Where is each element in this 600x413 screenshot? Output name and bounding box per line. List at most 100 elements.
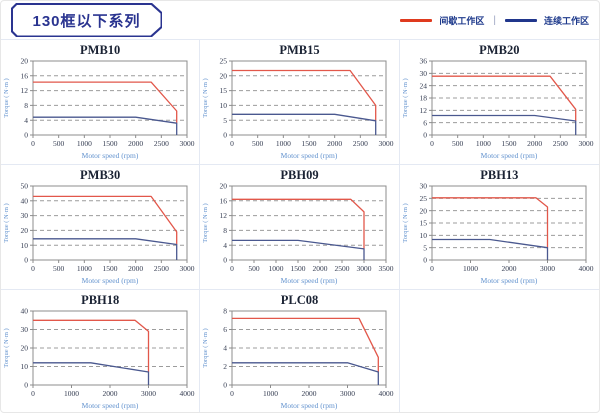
empty-cell [400,290,599,412]
chart-title: PBH09 [280,168,319,182]
y-tick-label: 16 [21,71,29,80]
chart-plot: 0 6 12 18 24 30 36 0 500 1000 1500 2000 2500 3000 Moto… [402,57,594,160]
y-tick-label: 8 [24,101,28,110]
chart-title: PBH13 [480,168,519,182]
gridlines [33,75,188,121]
x-tick-label: 500 [452,139,464,148]
axis-ticks: 0 4 8 12 16 20 0 500 1000 1500 2000 2500 3000 3500 [220,182,394,273]
y-tick-label: 20 [220,182,228,191]
x-tick-label: 3000 [357,264,372,273]
series-line-continuous [33,362,150,385]
chart-grid: PMB10 0 4 8 12 16 20 0 500 1000 1500 2000 2500 3000 Mo… [1,39,599,412]
x-tick-label: 2000 [313,264,328,273]
x-tick-label: 2000 [527,139,542,148]
y-tick-label: 4 [24,116,28,125]
x-tick-label: 1000 [463,264,478,273]
header: 130框以下系列 间歇工作区 | 连续工作区 [1,1,599,39]
series-line-continuous [33,238,178,260]
chart-plot: 0 4 8 12 16 20 0 500 1000 1500 2000 2500 3000 Motor s… [3,57,195,160]
y-tick-label: 6 [424,118,428,127]
x-tick-label: 0 [430,264,434,273]
x-tick-label: 0 [31,139,35,148]
x-tick-label: 2500 [353,139,368,148]
x-tick-label: 500 [53,264,65,273]
series-title-box: 130框以下系列 [11,3,162,37]
chart-plot: 0 10 20 30 40 0 1000 2000 3000 4000 Motor speed (r… [3,307,195,410]
x-tick-label: 2000 [328,139,343,148]
axis-ticks: 0 5 10 15 20 25 30 0 1000 2000 3000 4000 [420,182,594,273]
x-tick-label: 0 [31,389,35,398]
x-tick-label: 0 [31,264,35,273]
axis-ticks: 0 2 4 6 8 0 1000 2000 3000 4000 [224,307,395,398]
chart-plot: 0 2 4 6 8 0 1000 2000 3000 4000 Motor speed (rpm) T… [202,307,395,410]
x-tick-label: 4000 [579,264,594,273]
x-axis-label: Motor speed (rpm) [481,276,538,285]
chart-cell-pbh09: PBH09 0 4 8 12 16 20 0 500 1000 1500 2000 2500 3000 35… [200,165,400,290]
y-tick-label: 4 [224,344,228,353]
legend-item-intermittent: 间歇工作区 [400,14,484,27]
y-tick-label: 30 [21,325,29,334]
y-tick-label: 12 [21,86,29,95]
y-axis-label: Torque ( N·m ) [402,203,409,242]
chart-cell-pmb30: PMB30 0 10 20 30 40 50 0 500 1000 1500 2000 2500 3000… [1,165,201,290]
x-tick-label: 2500 [154,139,169,148]
series-line-intermittent [232,317,380,372]
plot-border [231,60,387,136]
y-axis-label: Torque ( N·m ) [3,78,10,117]
series-line-continuous [232,113,377,135]
x-tick-label: 1000 [263,389,278,398]
legend-label: 间歇工作区 [439,15,485,26]
x-tick-label: 500 [53,139,65,148]
y-axis-label: Torque ( N·m ) [202,78,209,117]
y-tick-label: 0 [24,131,28,140]
plot-border [32,60,188,136]
series-line-continuous [432,238,549,260]
intermittent-line-swatch [400,18,433,22]
y-tick-label: 30 [420,69,428,78]
chart-plot: 0 5 10 15 20 25 0 500 1000 1500 2000 2500 3000 Motor … [202,57,394,160]
y-tick-label: 6 [224,325,228,334]
y-axis-label: Torque ( N·m ) [3,203,10,242]
y-tick-label: 18 [420,94,428,103]
x-axis-label: Motor speed (rpm) [481,151,538,160]
y-tick-label: 16 [220,196,228,205]
plot-border [231,185,387,261]
y-tick-label: 12 [220,211,228,220]
y-tick-label: 8 [224,226,228,235]
chart-title: PMB15 [279,43,320,57]
axis-ticks: 0 6 12 18 24 30 36 0 500 1000 1500 2000 2500 3000 [420,57,594,148]
x-tick-label: 0 [231,264,235,273]
chart-cell-pmb20: PMB20 0 6 12 18 24 30 36 0 500 1000 1500 2000 2500 300… [399,40,599,165]
y-tick-label: 25 [420,194,428,203]
x-axis-label: Motor speed (rpm) [82,401,139,410]
continuous-line-swatch [504,18,537,22]
series-line-continuous [232,362,380,385]
y-tick-label: 20 [420,206,428,215]
y-tick-label: 15 [220,86,228,95]
x-axis-label: Motor speed (rpm) [281,276,338,285]
y-tick-label: 20 [220,71,228,80]
x-tick-label: 3500 [379,264,394,273]
y-tick-label: 15 [420,219,428,228]
y-tick-label: 10 [220,101,228,110]
x-tick-label: 1000 [77,264,92,273]
x-tick-label: 1000 [476,139,491,148]
x-tick-label: 0 [231,139,235,148]
y-axis-label: Torque ( N·m ) [202,328,209,367]
series-line-intermittent [232,198,366,249]
y-tick-label: 0 [24,381,28,390]
series-line-continuous [33,116,178,135]
x-tick-label: 0 [430,139,434,148]
x-tick-label: 1000 [276,139,291,148]
y-tick-label: 30 [420,182,428,191]
series-line-continuous [432,114,577,135]
x-tick-label: 1000 [64,389,79,398]
chart-cell-pmb10: PMB10 0 4 8 12 16 20 0 500 1000 1500 2000 2500 3000 Mo… [1,40,201,165]
gridlines [432,72,587,124]
y-tick-label: 40 [21,196,29,205]
x-tick-label: 500 [253,139,265,148]
axis-ticks: 0 4 8 12 16 20 0 500 1000 1500 2000 2500 3000 [21,57,195,148]
y-tick-label: 10 [21,362,29,371]
y-tick-label: 0 [224,131,228,140]
